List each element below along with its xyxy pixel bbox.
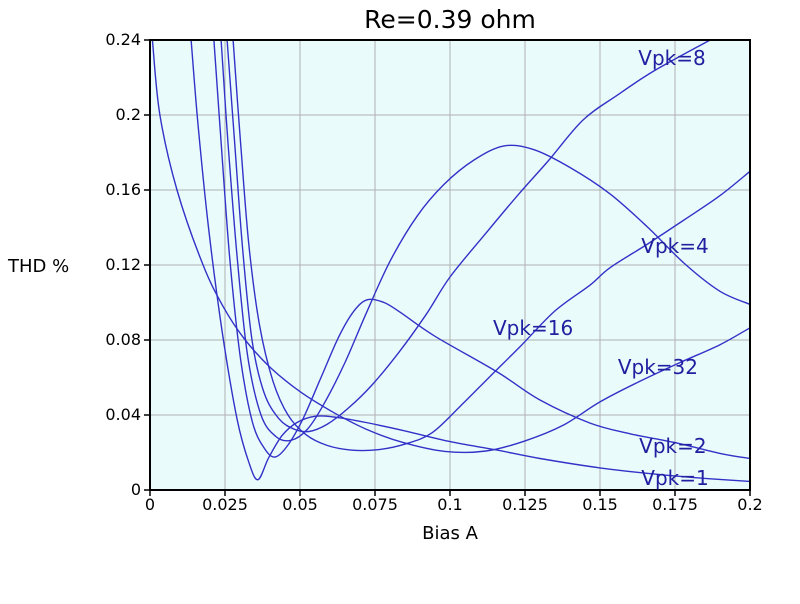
tick-labels: 0 0.025 0.05 0.075 0.1 0.125 0.15 0.175 0.2 0 0.04…	[105, 30, 762, 514]
y-axis-label: THD %	[7, 256, 69, 277]
data-curves	[151, 40, 750, 483]
curve-vpk-8	[226, 40, 711, 433]
x-tick-label: 0.05	[282, 495, 318, 514]
y-tick-label: 0.2	[116, 105, 141, 124]
curve-vpk-32	[151, 40, 750, 454]
x-tick-label: 0.2	[737, 495, 762, 514]
series-label-vpk-2: Vpk=2	[639, 434, 706, 458]
curve-vpk-1	[190, 40, 750, 483]
x-tick-label: 0	[145, 495, 155, 514]
x-axis-label: Bias A	[422, 523, 478, 544]
x-tick-label: 0.025	[202, 495, 248, 514]
x-tick-label: 0.15	[582, 495, 618, 514]
y-tick-label: 0.08	[105, 330, 141, 349]
y-tick-label: 0.16	[105, 180, 141, 199]
x-tick-label: 0.1	[437, 495, 462, 514]
plot-border	[149, 39, 751, 491]
x-tick-label: 0.175	[652, 495, 698, 514]
series-label-vpk-16: Vpk=16	[493, 316, 573, 340]
curve-vpk-4	[220, 40, 750, 442]
series-label-vpk-8: Vpk=8	[638, 46, 705, 70]
series-label-vpk-32: Vpk=32	[618, 355, 698, 379]
x-tick-label: 0.075	[352, 495, 398, 514]
x-tick-label: 0.125	[502, 495, 548, 514]
chart-title: Re=0.39 ohm	[364, 5, 536, 34]
series-label-vpk-4: Vpk=4	[641, 234, 708, 258]
series-label-vpk-1: Vpk=1	[641, 466, 708, 490]
y-tick-label: 0.12	[105, 255, 141, 274]
y-tick-label: 0.04	[105, 405, 141, 424]
curve-vpk-2	[213, 40, 750, 460]
y-tick-label: 0	[131, 480, 141, 499]
y-tick-label: 0.24	[105, 30, 141, 49]
series-labels: Vpk=1 Vpk=2 Vpk=4 Vpk=8 Vpk=16 Vpk=32	[493, 46, 709, 490]
